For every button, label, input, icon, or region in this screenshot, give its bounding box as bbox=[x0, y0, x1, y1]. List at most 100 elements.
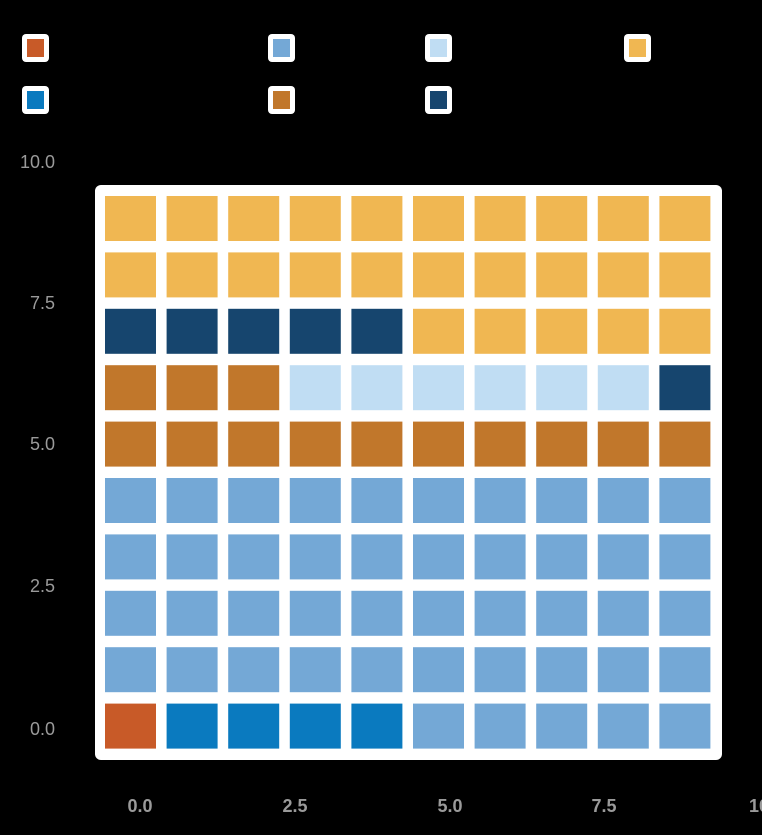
waffle-cell bbox=[289, 421, 341, 467]
waffle-cell bbox=[166, 590, 218, 636]
waffle-cell bbox=[351, 308, 403, 354]
waffle-cell bbox=[659, 252, 711, 298]
y-tick-label: 2.5 bbox=[30, 576, 55, 596]
y-tick-label: 0.0 bbox=[30, 719, 55, 739]
waffle-cell bbox=[597, 252, 649, 298]
waffle-cell bbox=[413, 365, 464, 411]
waffle-cell bbox=[105, 478, 156, 523]
waffle-cell bbox=[105, 365, 156, 411]
legend-swatch bbox=[27, 39, 44, 57]
waffle-cell bbox=[351, 478, 403, 523]
waffle-cell bbox=[228, 647, 280, 693]
waffle-cell bbox=[659, 590, 711, 636]
waffle-cell bbox=[413, 252, 464, 298]
waffle-cell bbox=[166, 478, 218, 523]
legend-swatch bbox=[430, 39, 447, 57]
waffle-cell bbox=[228, 534, 280, 580]
waffle-cell bbox=[105, 252, 156, 298]
waffle-cell bbox=[597, 308, 649, 354]
waffle-cell bbox=[289, 703, 341, 749]
waffle-cell bbox=[289, 647, 341, 693]
waffle-cell bbox=[289, 252, 341, 298]
waffle-cell bbox=[659, 478, 711, 523]
waffle-cell bbox=[351, 703, 403, 749]
waffle-cell bbox=[474, 478, 526, 523]
waffle-cell bbox=[166, 534, 218, 580]
waffle-cell bbox=[597, 647, 649, 693]
y-tick-label: 7.5 bbox=[30, 293, 55, 313]
x-tick-label: 2.5 bbox=[282, 796, 307, 816]
waffle-cells bbox=[105, 196, 711, 749]
waffle-cell bbox=[166, 421, 218, 467]
waffle-cell bbox=[166, 196, 218, 241]
waffle-cell bbox=[228, 703, 280, 749]
y-tick-label: 10.0 bbox=[20, 152, 55, 172]
waffle-cell bbox=[289, 534, 341, 580]
waffle-cell bbox=[474, 308, 526, 354]
waffle-cell bbox=[105, 590, 156, 636]
waffle-cell bbox=[536, 196, 588, 241]
legend-swatch bbox=[273, 39, 290, 57]
waffle-cell bbox=[105, 196, 156, 241]
waffle-cell bbox=[105, 647, 156, 693]
waffle-cell bbox=[536, 647, 588, 693]
waffle-cell bbox=[597, 196, 649, 241]
waffle-cell bbox=[536, 478, 588, 523]
waffle-cell bbox=[351, 196, 403, 241]
waffle-cell bbox=[166, 252, 218, 298]
waffle-cell bbox=[166, 308, 218, 354]
waffle-cell bbox=[597, 421, 649, 467]
waffle-cell bbox=[413, 534, 464, 580]
waffle-cell bbox=[351, 590, 403, 636]
waffle-cell bbox=[228, 196, 280, 241]
waffle-cell bbox=[413, 478, 464, 523]
waffle-cell bbox=[105, 421, 156, 467]
waffle-cell bbox=[166, 647, 218, 693]
waffle-cell bbox=[351, 421, 403, 467]
waffle-cell bbox=[228, 308, 280, 354]
waffle-cell bbox=[413, 308, 464, 354]
y-tick-label: 5.0 bbox=[30, 434, 55, 454]
waffle-cell bbox=[474, 534, 526, 580]
waffle-cell bbox=[228, 421, 280, 467]
waffle-cell bbox=[289, 590, 341, 636]
waffle-cell bbox=[536, 421, 588, 467]
waffle-cell bbox=[536, 308, 588, 354]
waffle-cell bbox=[413, 590, 464, 636]
x-tick-label: 7.5 bbox=[591, 796, 616, 816]
waffle-cell bbox=[289, 478, 341, 523]
waffle-cell bbox=[536, 534, 588, 580]
waffle-cell bbox=[474, 252, 526, 298]
waffle-cell bbox=[289, 365, 341, 411]
waffle-cell bbox=[474, 365, 526, 411]
waffle-cell bbox=[659, 647, 711, 693]
waffle-cell bbox=[228, 478, 280, 523]
waffle-cell bbox=[659, 308, 711, 354]
waffle-cell bbox=[474, 590, 526, 636]
waffle-cell bbox=[474, 421, 526, 467]
waffle-cell bbox=[659, 703, 711, 749]
waffle-cell bbox=[597, 478, 649, 523]
waffle-cell bbox=[659, 365, 711, 411]
x-tick-label: 10 bbox=[749, 796, 762, 816]
waffle-cell bbox=[228, 365, 280, 411]
waffle-cell bbox=[536, 703, 588, 749]
waffle-cell bbox=[166, 703, 218, 749]
legend-swatch bbox=[27, 91, 44, 109]
waffle-cell bbox=[597, 534, 649, 580]
x-axis: 0.0 2.5 5.0 7.5 10 bbox=[127, 796, 762, 816]
legend-swatch bbox=[629, 39, 646, 57]
waffle-cell bbox=[659, 421, 711, 467]
waffle-cell bbox=[536, 365, 588, 411]
waffle-cell bbox=[536, 590, 588, 636]
waffle-cell bbox=[228, 252, 280, 298]
waffle-cell bbox=[474, 703, 526, 749]
waffle-cell bbox=[289, 196, 341, 241]
waffle-cell bbox=[351, 534, 403, 580]
waffle-cell bbox=[351, 365, 403, 411]
waffle-cell bbox=[105, 308, 156, 354]
waffle-cell bbox=[351, 647, 403, 693]
legend bbox=[22, 34, 651, 114]
waffle-cell bbox=[474, 196, 526, 241]
